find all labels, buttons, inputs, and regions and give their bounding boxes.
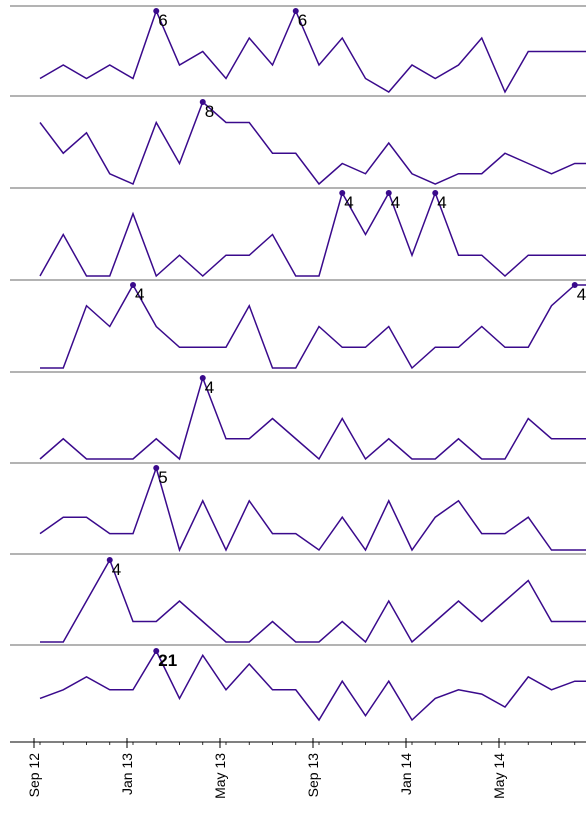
peak-marker [153,648,160,654]
peak-marker [571,282,578,288]
sparkline-panel-4: 444 [40,282,586,370]
x-tick-label: Sep 13 [305,753,321,798]
peak-marker [339,190,346,196]
series-line-3 [39,190,586,278]
sparkline-panel-8: 21 [39,648,586,722]
peak-marker [292,8,299,14]
peak-marker [106,557,113,563]
x-tick-label: May 14 [491,753,507,799]
peak-label: 4 [344,193,353,212]
peak-label: 6 [298,11,307,30]
peak-label: 21 [158,651,177,670]
x-tick-label: Jan 14 [398,753,414,795]
sparkline-panels: 66844444445421 [39,8,586,722]
x-tick-label: Sep 12 [26,753,42,798]
peak-label: 4 [205,378,214,397]
peak-label: 5 [158,468,167,487]
peak-label: 6 [158,11,167,30]
peak-label: 4 [391,193,400,212]
peak-marker [385,190,392,196]
series-line-6 [39,465,586,553]
series-line-8 [39,649,586,722]
peak-marker [199,375,206,381]
series-line-7 [40,558,586,644]
sparkline-panel-3: 4 4 4 [39,190,586,278]
peak-label: 4 [577,285,586,304]
x-tick-label: Jan 13 [119,753,135,795]
x-tick-label: May 13 [212,753,228,799]
sparkline-panel-2: 8 [39,99,586,186]
x-tick-label: Sep 14 [584,753,586,798]
sparkline-panel-7: 4 [40,557,586,644]
peak-label: 4 [135,285,144,304]
peak-label: 4 [437,193,446,212]
peak-marker [199,99,206,105]
peak-label: 4 [112,560,121,579]
peak-marker [153,465,160,471]
series-line-1 [39,8,586,94]
peak-marker [130,282,136,288]
peak-label: 8 [205,102,214,121]
sparkline-panel-5: 4 [39,375,586,461]
panel-dividers [10,5,586,646]
series-line-4 [40,283,586,370]
x-axis: Sep 12 Jan 13 May 13 Sep 13 Jan 14 May 14 Sep … [10,738,586,799]
series-line-5 [39,375,586,461]
peak-marker [153,8,160,14]
series-line-2 [39,100,586,186]
sparkline-panel-6: 5 [39,465,586,553]
peak-marker [432,190,439,196]
